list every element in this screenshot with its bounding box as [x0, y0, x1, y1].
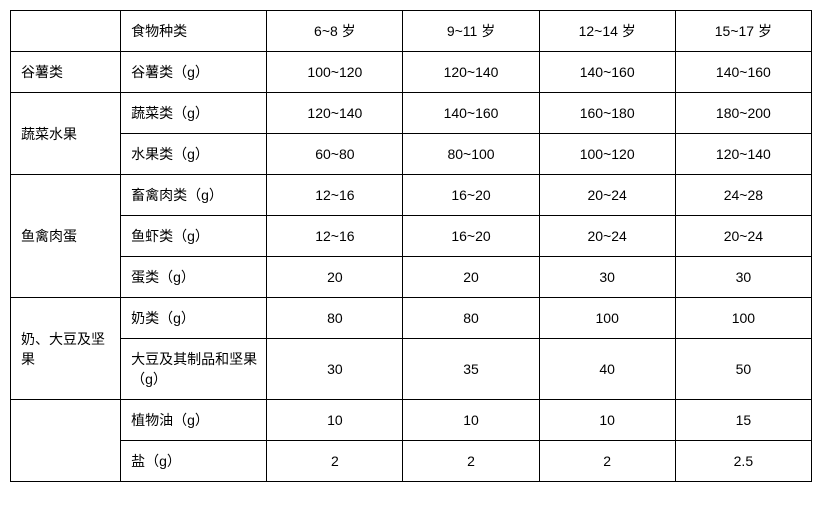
table-row: 大豆及其制品和坚果（g）30354050: [11, 339, 812, 400]
category-cell: 蔬菜水果: [11, 93, 121, 175]
header-food-type: 食物种类: [121, 11, 267, 52]
value-cell: 2: [539, 441, 675, 482]
value-cell: 50: [675, 339, 811, 400]
value-cell: 160~180: [539, 93, 675, 134]
value-cell: 80: [267, 298, 403, 339]
table-row: 鱼虾类（g）12~1616~2020~2420~24: [11, 216, 812, 257]
food-type-cell: 水果类（g）: [121, 134, 267, 175]
table-row: 水果类（g）60~8080~100100~120120~140: [11, 134, 812, 175]
value-cell: 180~200: [675, 93, 811, 134]
category-cell: 鱼禽肉蛋: [11, 175, 121, 298]
value-cell: 100~120: [539, 134, 675, 175]
table-row: 鱼禽肉蛋畜禽肉类（g）12~1616~2020~2424~28: [11, 175, 812, 216]
nutrition-table: 食物种类 6~8 岁 9~11 岁 12~14 岁 15~17 岁 谷薯类谷薯类…: [10, 10, 812, 482]
value-cell: 40: [539, 339, 675, 400]
value-cell: 120~140: [267, 93, 403, 134]
food-type-cell: 畜禽肉类（g）: [121, 175, 267, 216]
table-row: 谷薯类谷薯类（g）100~120120~140140~160140~160: [11, 52, 812, 93]
food-type-cell: 蔬菜类（g）: [121, 93, 267, 134]
header-age4: 15~17 岁: [675, 11, 811, 52]
value-cell: 10: [267, 400, 403, 441]
value-cell: 20~24: [675, 216, 811, 257]
value-cell: 24~28: [675, 175, 811, 216]
value-cell: 140~160: [539, 52, 675, 93]
table-row: 盐（g）2222.5: [11, 441, 812, 482]
header-age1: 6~8 岁: [267, 11, 403, 52]
value-cell: 100~120: [267, 52, 403, 93]
food-type-cell: 植物油（g）: [121, 400, 267, 441]
table-header-row: 食物种类 6~8 岁 9~11 岁 12~14 岁 15~17 岁: [11, 11, 812, 52]
table-row: 奶、大豆及坚果奶类（g）8080100100: [11, 298, 812, 339]
header-age3: 12~14 岁: [539, 11, 675, 52]
value-cell: 140~160: [403, 93, 539, 134]
table-row: 植物油（g）10101015: [11, 400, 812, 441]
value-cell: 10: [403, 400, 539, 441]
value-cell: 12~16: [267, 175, 403, 216]
value-cell: 100: [539, 298, 675, 339]
table-row: 蛋类（g）20203030: [11, 257, 812, 298]
value-cell: 30: [675, 257, 811, 298]
value-cell: 2.5: [675, 441, 811, 482]
value-cell: 12~16: [267, 216, 403, 257]
value-cell: 20~24: [539, 175, 675, 216]
category-cell: 谷薯类: [11, 52, 121, 93]
value-cell: 16~20: [403, 216, 539, 257]
value-cell: 120~140: [675, 134, 811, 175]
food-type-cell: 蛋类（g）: [121, 257, 267, 298]
food-type-cell: 盐（g）: [121, 441, 267, 482]
value-cell: 16~20: [403, 175, 539, 216]
table-body: 食物种类 6~8 岁 9~11 岁 12~14 岁 15~17 岁 谷薯类谷薯类…: [11, 11, 812, 482]
category-cell: 奶、大豆及坚果: [11, 298, 121, 400]
food-type-cell: 大豆及其制品和坚果（g）: [121, 339, 267, 400]
value-cell: 2: [267, 441, 403, 482]
value-cell: 15: [675, 400, 811, 441]
value-cell: 2: [403, 441, 539, 482]
value-cell: 120~140: [403, 52, 539, 93]
food-type-cell: 谷薯类（g）: [121, 52, 267, 93]
food-type-cell: 奶类（g）: [121, 298, 267, 339]
header-category: [11, 11, 121, 52]
category-cell: [11, 400, 121, 482]
value-cell: 20: [267, 257, 403, 298]
value-cell: 35: [403, 339, 539, 400]
header-age2: 9~11 岁: [403, 11, 539, 52]
value-cell: 100: [675, 298, 811, 339]
value-cell: 10: [539, 400, 675, 441]
table-row: 蔬菜水果蔬菜类（g）120~140140~160160~180180~200: [11, 93, 812, 134]
value-cell: 140~160: [675, 52, 811, 93]
value-cell: 60~80: [267, 134, 403, 175]
value-cell: 30: [267, 339, 403, 400]
value-cell: 20: [403, 257, 539, 298]
value-cell: 20~24: [539, 216, 675, 257]
value-cell: 30: [539, 257, 675, 298]
value-cell: 80: [403, 298, 539, 339]
food-type-cell: 鱼虾类（g）: [121, 216, 267, 257]
value-cell: 80~100: [403, 134, 539, 175]
